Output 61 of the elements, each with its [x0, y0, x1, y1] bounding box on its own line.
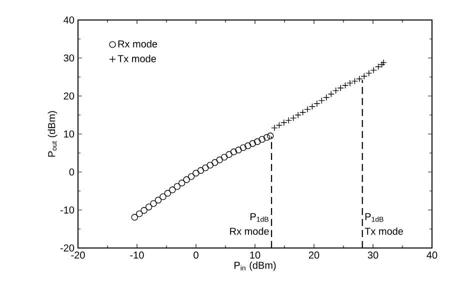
- point: [226, 151, 232, 158]
- point: [183, 176, 190, 183]
- point: [197, 167, 204, 174]
- x-axis-title: P$_{in}$ (dBm): [234, 261, 276, 271]
- y-tick-label: 0: [69, 168, 74, 176]
- point: [230, 148, 238, 156]
- point: [160, 193, 166, 200]
- point: [212, 159, 218, 166]
- point: [136, 210, 143, 218]
- annotation: P$_{1dB}$: [250, 213, 268, 222]
- point: [258, 136, 266, 143]
- point: [140, 207, 148, 214]
- point: [332, 87, 340, 94]
- y-tick-label: 40: [64, 16, 74, 24]
- x-tick-label: 40: [426, 252, 438, 259]
- y-axis-title: P$_{out}$ (dBm): [48, 111, 58, 157]
- x-tick-label: 20: [308, 252, 320, 259]
- legend-label: Tx mode: [118, 54, 156, 62]
- x-tick-label: 10: [250, 252, 260, 259]
- point: [308, 103, 316, 110]
- annotation: Rx mode: [230, 227, 269, 235]
- y-tick-label: -10: [60, 206, 74, 214]
- legend-label: Rx mode: [118, 40, 158, 48]
- point: [360, 72, 368, 80]
- point: [192, 170, 200, 176]
- point: [150, 200, 157, 207]
- point: [249, 140, 256, 147]
- point: [154, 196, 162, 204]
- annotation: P$_{1dB}$: [365, 213, 384, 222]
- point: [220, 154, 228, 161]
- point: [202, 164, 209, 172]
- y-tick-label: 10: [64, 130, 74, 138]
- x-tick-label: 0: [194, 252, 198, 259]
- x-tick-label: -20: [71, 252, 85, 259]
- point: [235, 146, 242, 154]
- point: [164, 190, 172, 197]
- y-tick-label: 20: [64, 92, 74, 100]
- point: [145, 204, 152, 210]
- point: [216, 156, 223, 164]
- y-tick-label: 30: [64, 54, 74, 62]
- x-tick-label: 30: [368, 252, 378, 259]
- point: [342, 82, 349, 89]
- point: [276, 122, 283, 129]
- y-tick-label: -20: [60, 244, 74, 252]
- point: [254, 138, 261, 145]
- point: [244, 142, 252, 150]
- point: [266, 132, 274, 140]
- point: [188, 173, 195, 180]
- point: [206, 162, 214, 169]
- point: [169, 186, 176, 194]
- point: [299, 108, 306, 116]
- point: [374, 63, 382, 70]
- point: [131, 214, 138, 221]
- point: [240, 144, 247, 152]
- point: [174, 183, 180, 190]
- point: [178, 180, 186, 186]
- x-tick-label: -10: [130, 252, 144, 259]
- point: [351, 78, 358, 85]
- annotation: Tx mode: [364, 227, 404, 235]
- point: [318, 97, 326, 104]
- point: [263, 134, 270, 141]
